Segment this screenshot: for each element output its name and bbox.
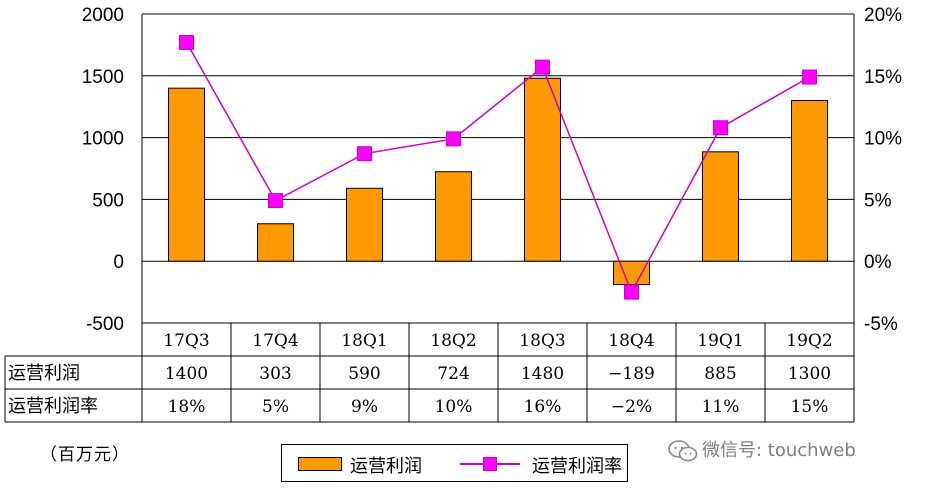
table-cell: 1300 [788, 364, 831, 384]
table-cell: 1480 [521, 364, 564, 384]
table-cell: 1400 [165, 364, 208, 384]
bar [613, 260, 650, 286]
legend-line-marker [483, 457, 497, 471]
y-tick-label: -500 [86, 314, 124, 335]
x-tick-label: 18Q2 [430, 331, 476, 351]
y-tick-label: 1500 [82, 67, 124, 88]
y2-tick-label: 0% [864, 252, 892, 273]
watermark-text: 微信号: touchweb [702, 440, 856, 461]
unit-label: （百万元） [40, 445, 130, 465]
y2-tick-label: 5% [864, 190, 892, 211]
data-table: 17Q3 17Q4 18Q1 18Q2 18Q3 18Q4 19Q1 19Q2 运营利润 1400… [4, 322, 855, 423]
bar [435, 171, 472, 262]
x-tick-label: 19Q1 [697, 331, 743, 351]
axes: 2000 1500 1000 500 0 -500 20% 15% 10% 5% 0% -5% [82, 5, 902, 335]
line-point [802, 69, 817, 85]
bar [524, 77, 561, 262]
wechat-icon [668, 440, 698, 462]
table-cell: 18% [168, 397, 206, 417]
legend: 运营利润 运营利润率 [281, 444, 628, 482]
y-tick-label: 2000 [82, 5, 124, 26]
legend-bar-swatch [298, 457, 342, 471]
gridlines [142, 13, 854, 324]
y2-tick-label: 20% [864, 5, 902, 26]
bar [257, 223, 294, 262]
y2-tick-label: -5% [864, 314, 898, 335]
line-point [535, 59, 550, 75]
table-cell: 724 [437, 364, 469, 384]
y-tick-label: 1000 [82, 129, 124, 150]
table-cell: 9% [351, 397, 378, 417]
bar [702, 151, 739, 262]
table-cell: −2% [611, 397, 652, 417]
table-cell: 15% [791, 397, 829, 417]
line-point [713, 120, 728, 136]
table-cell: 5% [262, 397, 289, 417]
legend-line-label: 运营利润率 [532, 456, 622, 477]
line-point [268, 193, 283, 209]
watermark: 微信号: touchweb [668, 436, 856, 462]
line-point [179, 34, 194, 50]
table-row-label: 运营利润 [8, 363, 80, 384]
bar [791, 100, 828, 262]
line-point [624, 284, 639, 300]
table-cell: 303 [259, 364, 291, 384]
y2-tick-label: 10% [864, 129, 902, 150]
x-tick-label: 18Q1 [341, 331, 387, 351]
line-point [357, 146, 372, 162]
table-cell: 885 [704, 364, 736, 384]
x-tick-label: 17Q4 [252, 331, 298, 351]
x-tick-label: 18Q4 [608, 331, 654, 351]
table-cell: 16% [524, 397, 562, 417]
x-tick-label: 18Q3 [519, 331, 565, 351]
line-point [446, 131, 461, 147]
bar [168, 87, 205, 262]
line-series [179, 34, 817, 300]
x-tick-label: 17Q3 [163, 331, 209, 351]
x-tick-label: 19Q2 [786, 331, 832, 351]
y2-tick-label: 15% [864, 67, 902, 88]
y-tick-label: 0 [113, 252, 124, 273]
table-cell: 11% [702, 397, 740, 417]
bar-series [168, 77, 828, 286]
table-cell: −189 [608, 364, 655, 384]
legend-bar-label: 运营利润 [350, 456, 422, 477]
bar [346, 187, 383, 262]
table-cell: 10% [435, 397, 473, 417]
table-row-label: 运营利润率 [8, 396, 98, 417]
y-tick-label: 500 [92, 190, 124, 211]
table-cell: 590 [348, 364, 380, 384]
series-line [185, 42, 810, 294]
chart: 2000 1500 1000 500 0 -500 20% 15% 10% 5% 0% -5% 17Q… [4, 5, 902, 423]
